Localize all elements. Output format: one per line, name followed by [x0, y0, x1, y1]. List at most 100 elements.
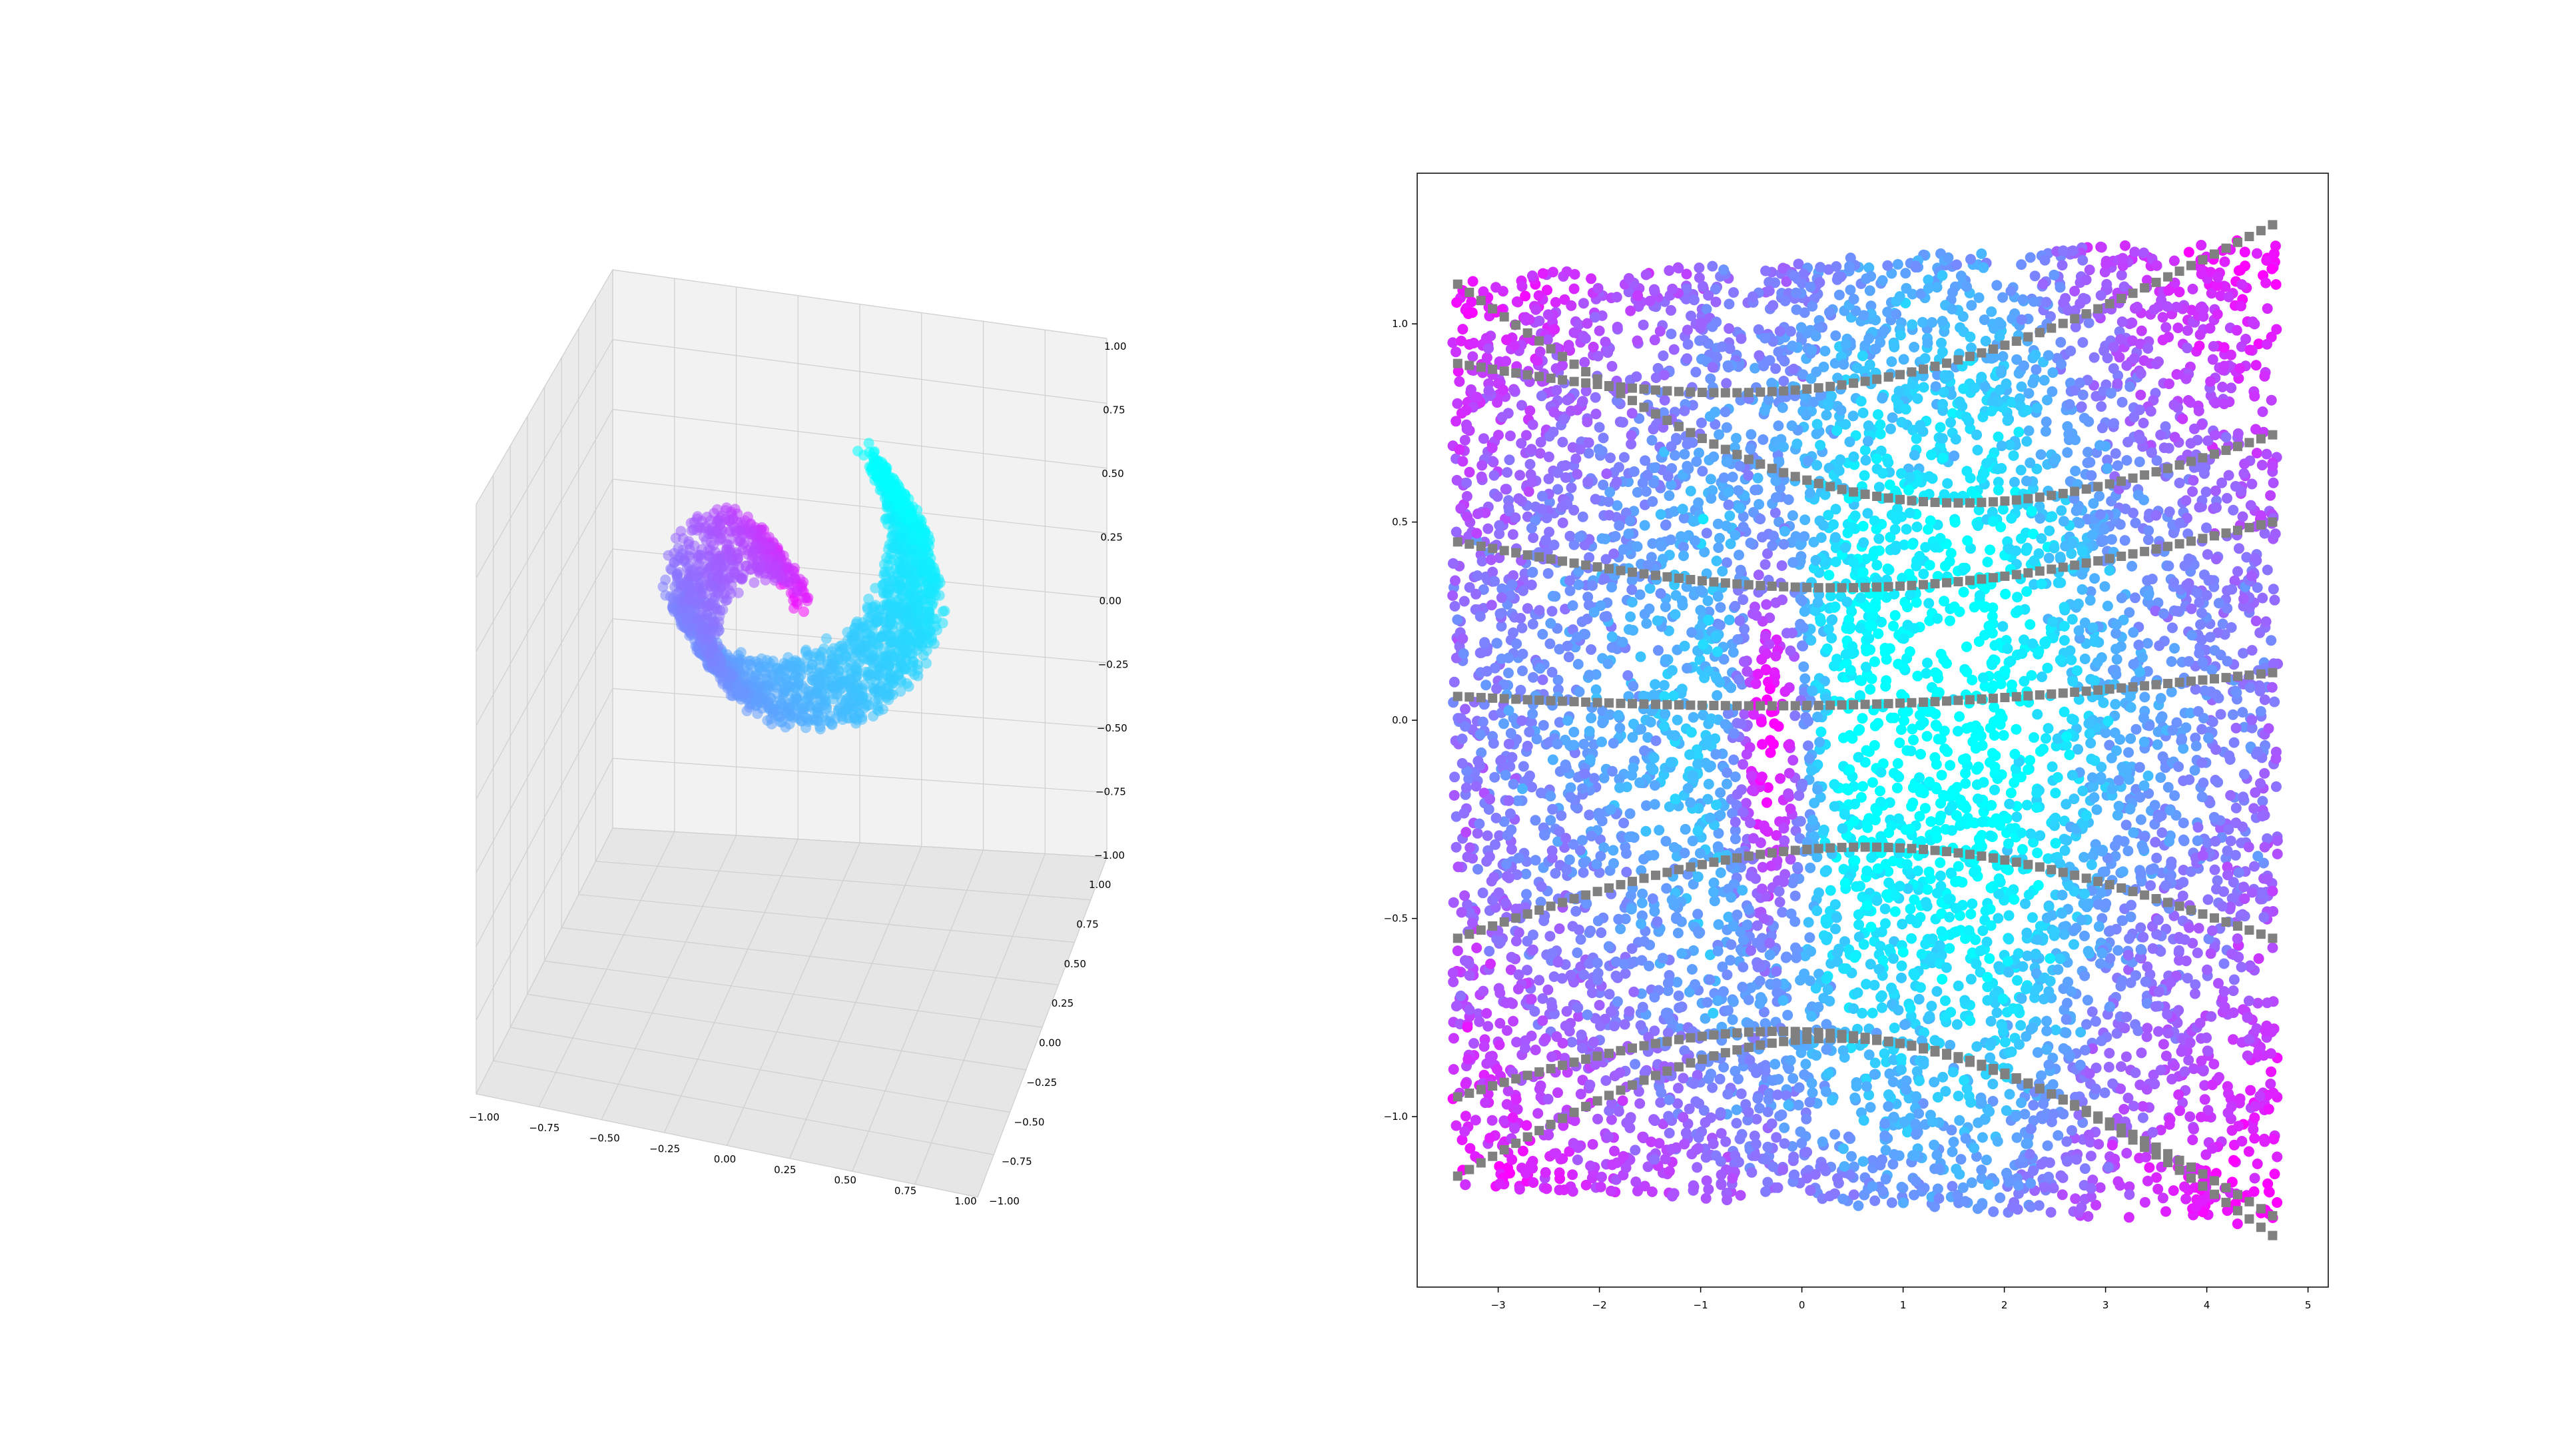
scatter-point-2d — [1544, 931, 1556, 942]
scatter-point-2d — [2077, 785, 2089, 797]
scatter-point-3d — [918, 541, 930, 552]
scatter-point-3d — [725, 524, 736, 536]
scatter-point-2d — [2206, 664, 2218, 676]
scatter-point-2d — [2160, 1206, 2172, 1217]
scatter-point-2d — [2015, 1020, 2027, 1031]
scatter-point-3d — [760, 574, 771, 586]
scatter-point-2d — [1521, 1120, 1532, 1131]
scatter-point-2d — [1789, 890, 1801, 901]
scatter-point-2d — [2238, 769, 2250, 780]
grid-line-floor-y — [578, 894, 1075, 943]
scatter-point-2d — [1691, 1144, 1702, 1155]
scatter-point-2d — [2005, 787, 2017, 799]
scatter-point-2d — [1940, 995, 1951, 1007]
scatter-point-2d — [2053, 1130, 2064, 1141]
scatter-point-2d — [1917, 316, 1928, 328]
scatter-point-2d — [2187, 1135, 2198, 1145]
scatter-point-2d — [1501, 1099, 1512, 1110]
scatter-point-3d — [754, 563, 765, 574]
scatter-point-2d — [1880, 1173, 1891, 1185]
scatter-point-2d — [2228, 737, 2240, 748]
scatter-point-2d — [1732, 909, 1743, 921]
scatter-point-2d — [1953, 861, 1964, 872]
scatter-point-2d — [1782, 1009, 1793, 1021]
scatter-point-2d — [1679, 405, 1690, 416]
scatter-point-2d — [2139, 1197, 2150, 1208]
scatter-point-2d — [1515, 613, 1526, 624]
scatter-point-2d — [1585, 925, 1596, 937]
scatter-point-2d — [2047, 511, 2058, 522]
scatter-point-2d — [2040, 426, 2051, 437]
scatter-point-2d — [2050, 787, 2061, 799]
scatter-point-2d — [1738, 759, 1749, 770]
scatter-point-2d — [1889, 906, 1901, 917]
scatter-point-3d — [704, 649, 715, 660]
scatter-point-3d — [873, 706, 884, 717]
scatter-point-2d — [2265, 490, 2276, 501]
scatter-point-2d — [2218, 958, 2230, 969]
x-tick-label: −0.25 — [649, 1143, 680, 1155]
scatter-point-2d — [2249, 1173, 2260, 1184]
scatter-point-2d — [2255, 778, 2266, 789]
scatter-point-2d — [1815, 726, 1827, 737]
scatter-point-2d — [1586, 273, 1597, 284]
scatter-point-3d — [660, 574, 671, 586]
scatter-point-2d — [2158, 442, 2170, 454]
scatter-point-2d — [1703, 779, 1714, 789]
scatter-point-2d — [2196, 240, 2207, 250]
grid-line-floor-x — [977, 857, 1108, 1198]
scatter-point-2d — [1758, 434, 1769, 445]
scatter-point-2d — [1805, 862, 1816, 873]
scatter-point-3d — [928, 572, 940, 583]
scatter-point-2d — [2230, 722, 2242, 733]
scatter-point-2d — [1859, 470, 1870, 481]
scatter-point-3d — [850, 702, 862, 714]
scatter-point-2d — [2232, 566, 2243, 577]
scatter-point-3d — [722, 682, 733, 694]
scatter-point-2d — [1773, 721, 1784, 732]
scatter-point-2d — [1829, 1129, 1841, 1140]
scatter-point-2d — [1714, 532, 1725, 544]
scatter-point-3d — [868, 452, 879, 463]
scatter-point-2d — [1993, 431, 2004, 442]
scatter-point-3d — [873, 640, 884, 652]
scatter-point-3d — [906, 506, 917, 518]
x-tick-label: −0.50 — [589, 1133, 620, 1145]
scatter-point-2d — [2158, 1039, 2169, 1050]
scatter-point-2d — [2079, 851, 2090, 863]
scatter-point-2d — [2237, 707, 2248, 718]
scatter-point-3d — [715, 664, 727, 676]
scatter-point-2d — [1530, 815, 1541, 826]
scatter-point-2d — [1673, 262, 1684, 274]
grid-line-left-horizontal — [476, 339, 613, 578]
scatter-point-2d — [2142, 770, 2154, 781]
scatter-point-3d — [675, 526, 687, 537]
scatter-point-3d — [824, 716, 835, 727]
scatter-point-2d — [1613, 913, 1624, 925]
scatter-point-2d — [1931, 986, 1943, 997]
scatter-point-2d — [2027, 912, 2038, 923]
scatter-point-3d — [713, 616, 725, 628]
y-tick-label: −1.00 — [989, 1195, 1020, 1207]
scatter-point-2d — [2164, 836, 2175, 847]
scatter-point-2d — [2142, 638, 2153, 649]
scatter-point-2d — [1880, 681, 1891, 692]
scatter-point-2d — [1865, 684, 1876, 695]
scatter-point-2d — [1945, 417, 1956, 428]
scatter-point-2d — [2043, 723, 2054, 734]
scatter-point-3d — [858, 654, 869, 665]
grid-line-left-horizontal — [476, 269, 613, 505]
scatter-point-2d — [2094, 1182, 2106, 1193]
scatter-point-2d — [1770, 507, 1781, 518]
scatter-point-2d — [2180, 1193, 2192, 1204]
scatter-point-3d — [808, 714, 820, 725]
scatter-point-2d — [1572, 1155, 1583, 1165]
scatter-point-2d — [1612, 321, 1623, 332]
scatter-point-2d — [1948, 1137, 1959, 1148]
scatter-point-2d — [1527, 567, 1538, 578]
scatter-point-2d — [1907, 723, 1918, 735]
scatter-point-2d — [1702, 997, 1713, 1008]
scatter-point-2d — [1691, 456, 1702, 467]
scatter-point-2d — [1886, 356, 1897, 367]
scatter-point-2d — [2070, 1193, 2081, 1204]
